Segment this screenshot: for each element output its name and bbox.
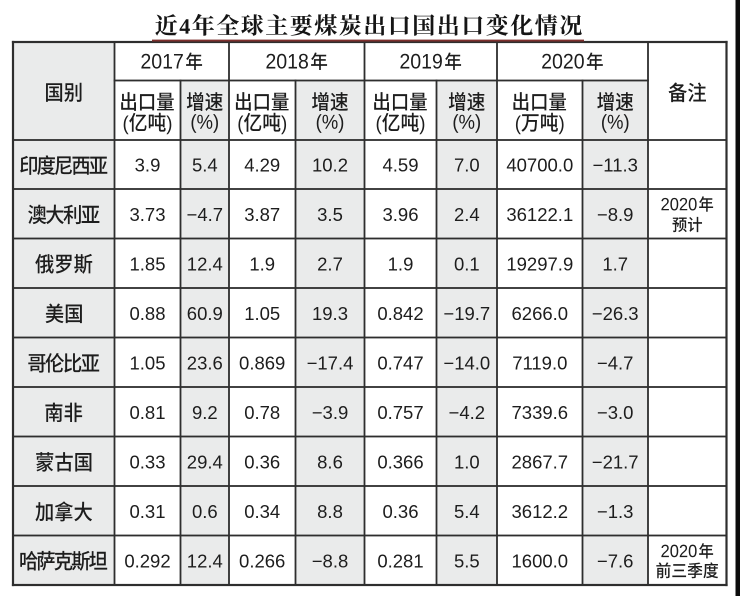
svg-text:1.05: 1.05 <box>129 352 165 373</box>
svg-text:3.9: 3.9 <box>135 155 161 176</box>
svg-text:7119.0: 7119.0 <box>512 352 567 373</box>
svg-text:−3.0: −3.0 <box>597 402 634 423</box>
svg-text:0.869: 0.869 <box>239 352 285 373</box>
svg-text:3.73: 3.73 <box>129 204 165 225</box>
svg-text:−3.9: −3.9 <box>312 402 349 423</box>
svg-text:8.6: 8.6 <box>317 451 343 472</box>
svg-text:0.36: 0.36 <box>382 501 418 522</box>
svg-text:−26.3: −26.3 <box>592 303 639 324</box>
svg-text:−14.0: −14.0 <box>443 352 490 373</box>
svg-text:3.87: 3.87 <box>244 204 280 225</box>
svg-text:0.757: 0.757 <box>377 402 423 423</box>
svg-text:5.4: 5.4 <box>454 501 480 522</box>
svg-text:0.1: 0.1 <box>454 253 480 274</box>
svg-text:1600.0: 1600.0 <box>512 550 569 571</box>
svg-text:1.9: 1.9 <box>388 253 414 274</box>
svg-text:4.29: 4.29 <box>244 155 280 176</box>
svg-text:23.6: 23.6 <box>187 352 223 373</box>
svg-text:3612.2: 3612.2 <box>512 501 569 522</box>
svg-text:5.4: 5.4 <box>192 155 218 176</box>
svg-text:12.4: 12.4 <box>187 253 223 274</box>
svg-text:6266.0: 6266.0 <box>512 303 569 324</box>
svg-text:1.05: 1.05 <box>244 303 280 324</box>
svg-text:9.2: 9.2 <box>192 402 218 423</box>
svg-text:1.7: 1.7 <box>602 253 628 274</box>
svg-text:0.266: 0.266 <box>239 550 285 571</box>
svg-text:0.747: 0.747 <box>377 352 423 373</box>
svg-text:−4.7: −4.7 <box>597 352 634 373</box>
svg-text:60.9: 60.9 <box>187 303 223 324</box>
svg-text:40700.0: 40700.0 <box>506 155 573 176</box>
svg-text:1.85: 1.85 <box>129 253 165 274</box>
svg-text:1.0: 1.0 <box>454 451 480 472</box>
svg-text:19297.9: 19297.9 <box>506 253 573 274</box>
svg-text:12.4: 12.4 <box>187 550 223 571</box>
svg-text:−7.6: −7.6 <box>597 550 634 571</box>
svg-text:0.34: 0.34 <box>244 501 280 522</box>
svg-text:0.281: 0.281 <box>377 550 423 571</box>
svg-text:0.6: 0.6 <box>192 501 218 522</box>
svg-text:0.366: 0.366 <box>377 451 423 472</box>
svg-text:−8.9: −8.9 <box>597 204 634 225</box>
svg-text:2867.7: 2867.7 <box>512 451 569 472</box>
svg-text:19.3: 19.3 <box>312 303 348 324</box>
svg-text:−19.7: −19.7 <box>443 303 490 324</box>
svg-text:0.31: 0.31 <box>129 501 165 522</box>
svg-text:−1.3: −1.3 <box>597 501 634 522</box>
svg-text:0.36: 0.36 <box>244 451 280 472</box>
svg-text:4.59: 4.59 <box>382 155 418 176</box>
svg-text:7339.6: 7339.6 <box>512 402 569 423</box>
svg-text:2.4: 2.4 <box>454 204 480 225</box>
svg-text:7.0: 7.0 <box>454 155 480 176</box>
svg-text:−21.7: −21.7 <box>592 451 639 472</box>
svg-text:5.5: 5.5 <box>454 550 480 571</box>
svg-text:0.292: 0.292 <box>124 550 170 571</box>
svg-text:0.842: 0.842 <box>377 303 423 324</box>
svg-text:0.81: 0.81 <box>129 402 165 423</box>
svg-text:0.78: 0.78 <box>244 402 280 423</box>
svg-text:−8.8: −8.8 <box>312 550 349 571</box>
svg-text:−17.4: −17.4 <box>307 352 354 373</box>
svg-text:0.88: 0.88 <box>129 303 165 324</box>
svg-text:0.33: 0.33 <box>129 451 165 472</box>
svg-text:3.5: 3.5 <box>317 204 343 225</box>
svg-text:29.4: 29.4 <box>187 451 223 472</box>
svg-text:8.8: 8.8 <box>317 501 343 522</box>
svg-text:−4.2: −4.2 <box>449 402 486 423</box>
svg-text:−4.7: −4.7 <box>187 204 224 225</box>
svg-text:10.2: 10.2 <box>312 155 348 176</box>
svg-text:3.96: 3.96 <box>382 204 418 225</box>
svg-text:2.7: 2.7 <box>317 253 343 274</box>
svg-text:−11.3: −11.3 <box>592 155 637 176</box>
svg-text:1.9: 1.9 <box>249 253 275 274</box>
svg-text:36122.1: 36122.1 <box>506 204 573 225</box>
